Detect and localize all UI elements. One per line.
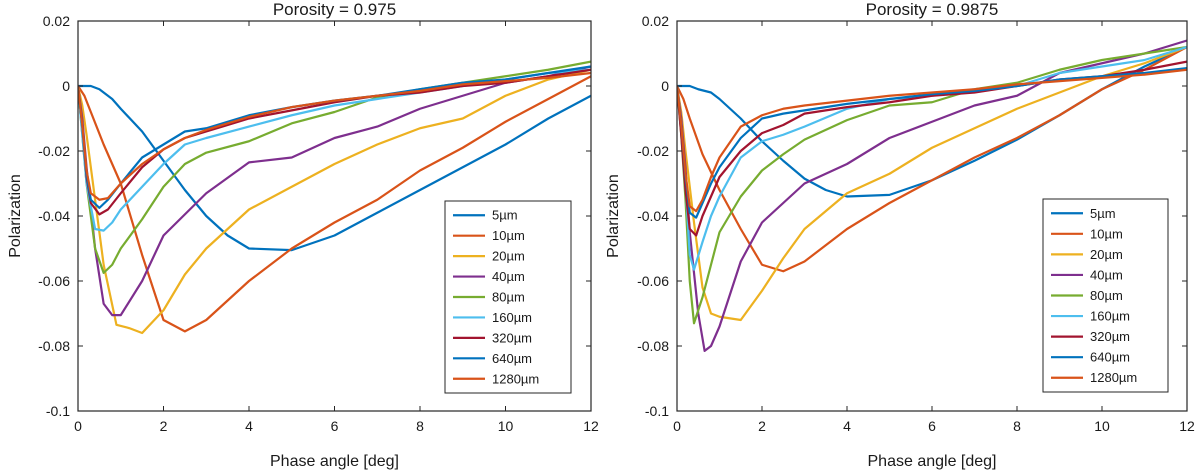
legend-entry-label: 80µm (1090, 288, 1123, 303)
legend-entry-label: 10µm (492, 228, 525, 243)
legend-entry-label: 160µm (492, 310, 532, 325)
series-line-640um (78, 65, 591, 209)
legend-entry-label: 5µm (1090, 206, 1116, 221)
series-group (677, 39, 1187, 352)
y-tick-label: -0.02 (637, 143, 669, 159)
legend-entry-label: 160µm (1090, 309, 1130, 324)
series-line-10um (78, 75, 591, 333)
y-axis-label: Polarization (7, 174, 24, 258)
chart-panel-right: 0 2 4 6 8 10 12 0.02 0 -0.02 -0.04 -0.06 -0.08 -0.1 Po… (605, 0, 1195, 470)
chart-title: Porosity = 0.9875 (866, 0, 999, 19)
x-tick-label: 6 (331, 418, 339, 434)
legend: 5µm 10µm 20µm 40µm 80µm 160µm 320µm 640µm 1280µm (1042, 198, 1169, 393)
x-tick-label: 8 (416, 418, 424, 434)
y-tick-label: -0.06 (38, 273, 70, 289)
x-tick-label: 2 (160, 418, 168, 434)
y-tick-label: -0.04 (38, 208, 70, 224)
legend-entry-label: 320µm (492, 330, 532, 345)
legend: 5µm 10µm 20µm 40µm 80µm 160µm 320µm 640µm 1280µm (444, 200, 572, 394)
x-tick-label: 2 (758, 418, 766, 434)
legend-entry-label: 20µm (1090, 247, 1123, 262)
x-axis-label: Phase angle [deg] (270, 453, 399, 470)
y-tick-label: 0.02 (642, 13, 669, 29)
x-tick-label: 4 (843, 418, 851, 434)
series-line-1280um (78, 71, 591, 201)
legend-entry-label: 40µm (492, 269, 525, 284)
y-tick-label: -0.1 (645, 403, 669, 419)
x-tick-label: 8 (1013, 418, 1021, 434)
y-tick-label: -0.08 (38, 338, 70, 354)
x-tick-label: 0 (74, 418, 82, 434)
x-tick-label: 6 (928, 418, 936, 434)
x-tick-label: 4 (245, 418, 253, 434)
x-tick-label: 12 (583, 418, 599, 434)
y-tick-label: -0.04 (637, 208, 669, 224)
y-tick-label: 0 (62, 78, 70, 94)
legend-entry-label: 1280µm (1090, 370, 1137, 385)
x-axis-label: Phase angle [deg] (868, 453, 997, 470)
legend-entry-label: 80µm (492, 290, 525, 305)
y-tick-label: 0 (661, 78, 669, 94)
series-line-1280um (677, 68, 1187, 213)
y-axis-label: Polarization (605, 174, 622, 258)
y-tick-label: -0.06 (637, 273, 669, 289)
x-tick-label: 0 (673, 418, 681, 434)
chart-panel-left: 0 2 4 6 8 10 12 0.02 0 -0.02 -0.04 -0.06 -0.08 -0.1 Po… (7, 0, 599, 470)
series-line-10um (677, 45, 1187, 273)
series-line-80um (677, 45, 1187, 325)
y-tick-label: 0.02 (43, 13, 70, 29)
series-line-5um (78, 84, 591, 252)
series-line-40um (677, 39, 1187, 352)
y-tick-label: -0.08 (637, 338, 669, 354)
legend-entry-label: 40µm (1090, 267, 1123, 282)
chart-title: Porosity = 0.975 (273, 0, 396, 19)
legend-entry-label: 640µm (1090, 350, 1130, 365)
legend-entry-label: 10µm (1090, 226, 1123, 241)
legend-entry-label: 20µm (492, 249, 525, 264)
x-tick-label: 12 (1179, 418, 1195, 434)
y-tick-label: -0.02 (38, 143, 70, 159)
series-line-640um (677, 67, 1187, 219)
legend-entry-label: 320µm (1090, 329, 1130, 344)
legend-entry-label: 5µm (492, 208, 518, 223)
legend-entry-label: 1280µm (492, 371, 539, 386)
series-line-160um (677, 45, 1187, 271)
series-group (78, 60, 591, 335)
y-tick-label: -0.1 (46, 403, 70, 419)
x-tick-label: 10 (1094, 418, 1110, 434)
x-tick-label: 10 (498, 418, 514, 434)
legend-entry-label: 640µm (492, 351, 532, 366)
